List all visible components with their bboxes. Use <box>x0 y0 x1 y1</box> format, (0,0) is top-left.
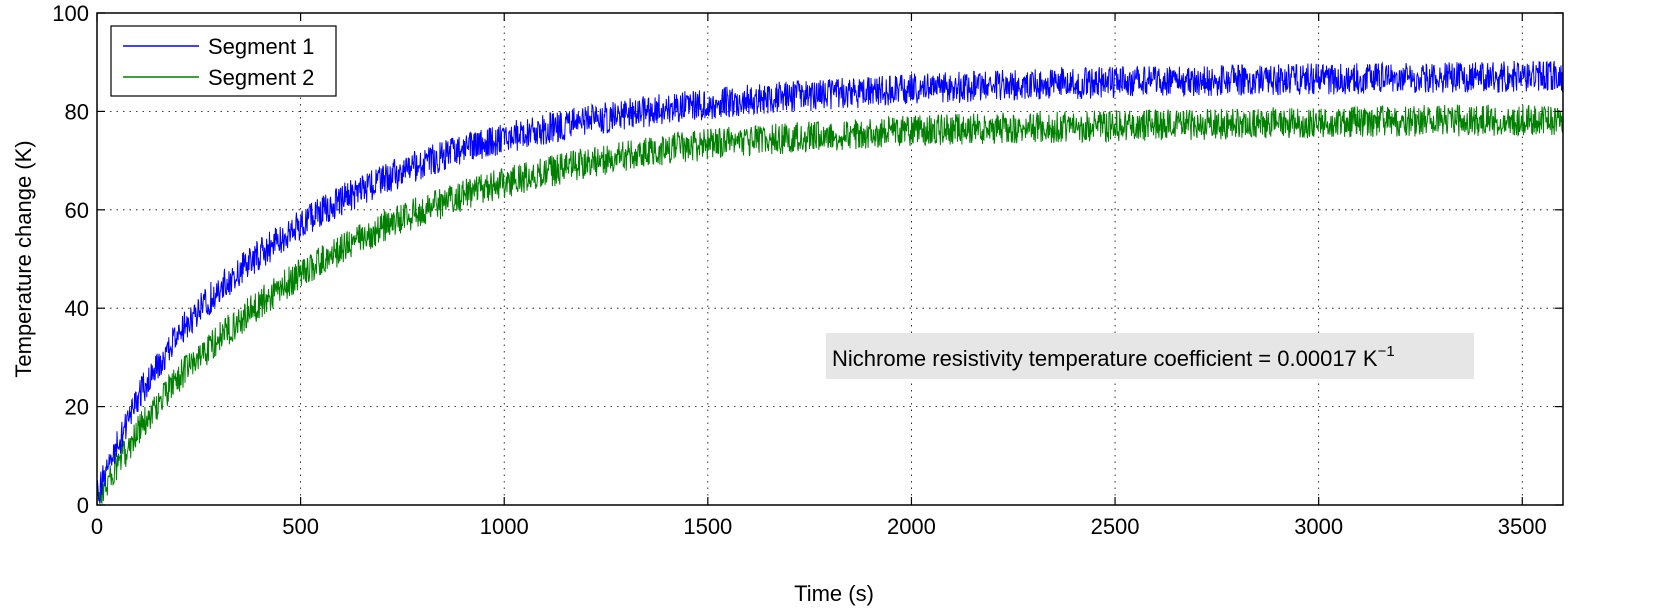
x-tick-label: 3500 <box>1498 514 1547 539</box>
y-tick-label: 100 <box>52 1 89 26</box>
y-tick-label: 60 <box>65 198 89 223</box>
series-line-segment-2 <box>97 105 1563 504</box>
x-axis-label: Time (s) <box>794 581 874 606</box>
y-tick-labels: 0 20 40 60 80 100 <box>52 1 89 518</box>
legend: Segment 1 Segment 2 <box>111 26 336 96</box>
x-tick-label: 0 <box>91 514 103 539</box>
x-tick-label: 2000 <box>887 514 936 539</box>
legend-label-segment-1: Segment 1 <box>208 34 314 59</box>
series-lines <box>97 61 1563 504</box>
x-tick-label: 1500 <box>683 514 732 539</box>
y-tick-label: 80 <box>65 99 89 124</box>
annotation-box: Nichrome resistivity temperature coeffic… <box>826 333 1474 379</box>
y-tick-label: 40 <box>65 296 89 321</box>
y-axis-label: Temperature change (K) <box>11 140 36 377</box>
y-tick-label: 0 <box>77 493 89 518</box>
legend-label-segment-2: Segment 2 <box>208 65 314 90</box>
x-tick-labels: 0 500 1000 1500 2000 2500 3000 3500 <box>91 514 1547 539</box>
y-tick-label: 20 <box>65 395 89 420</box>
x-tick-label: 1000 <box>480 514 529 539</box>
x-tick-label: 500 <box>282 514 319 539</box>
x-tick-label: 3000 <box>1294 514 1343 539</box>
x-tick-label: 2500 <box>1091 514 1140 539</box>
annotation-text: Nichrome resistivity temperature coeffic… <box>832 343 1395 371</box>
